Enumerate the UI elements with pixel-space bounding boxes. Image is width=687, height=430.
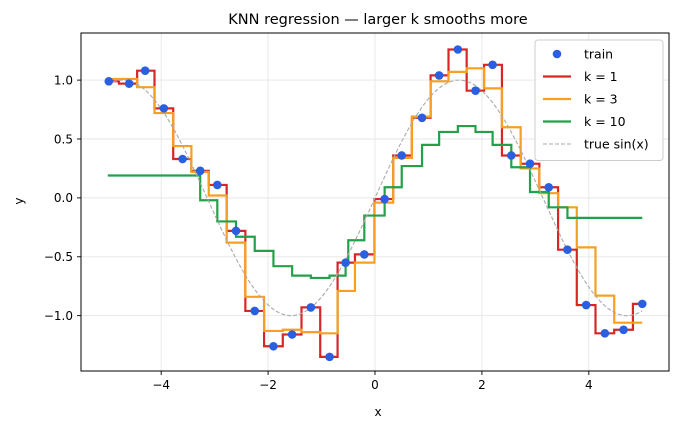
- train-point: [397, 151, 407, 160]
- train-point: [525, 159, 535, 169]
- train-point: [269, 341, 278, 351]
- x-axis: −4 −2 0 2 4: [152, 371, 593, 392]
- train-point: [544, 182, 554, 192]
- legend-label: k = 1: [584, 69, 618, 84]
- train-point: [325, 352, 334, 362]
- y-axis-title: y: [12, 197, 26, 204]
- train-point: [287, 330, 297, 339]
- train-point: [507, 151, 516, 160]
- x-tick-label: 2: [478, 378, 486, 392]
- train-point: [195, 166, 205, 176]
- x-tick-label: −2: [259, 378, 277, 392]
- legend-label: train: [584, 47, 613, 62]
- series-line-1: [107, 67, 643, 335]
- x-tick-label: 4: [585, 378, 593, 392]
- train-point: [453, 45, 463, 54]
- train-points: [104, 45, 647, 362]
- train-point: [563, 245, 572, 254]
- legend-box: [534, 39, 664, 161]
- train-point: [341, 258, 350, 267]
- train-point: [360, 250, 369, 259]
- train-point: [213, 180, 222, 190]
- legend: train k = 1 k = 3 k = 10 true sin(x): [534, 39, 664, 161]
- train-point: [417, 113, 427, 123]
- legend-label: true sin(x): [584, 137, 649, 152]
- plot-area: [80, 32, 670, 372]
- series-layer: [107, 48, 643, 358]
- legend-label: k = 10: [584, 114, 626, 129]
- y-tick-label: 1.0: [54, 73, 73, 87]
- train-point: [488, 60, 497, 70]
- train-point: [306, 303, 316, 312]
- y-tick-label: −1.0: [44, 309, 73, 323]
- train-point: [471, 86, 480, 96]
- train-point: [581, 300, 591, 310]
- x-tick-label: −4: [152, 378, 170, 392]
- train-point: [124, 79, 134, 88]
- legend-label: k = 3: [584, 92, 618, 107]
- y-tick-label: −0.5: [44, 250, 73, 264]
- train-point: [231, 226, 241, 236]
- train-point: [637, 299, 647, 309]
- train-point: [178, 154, 187, 164]
- train-point: [434, 71, 444, 80]
- train-point: [104, 76, 114, 86]
- x-tick-label: 0: [371, 378, 379, 392]
- train-point: [250, 306, 260, 316]
- train-point: [600, 329, 610, 338]
- train-point: [159, 104, 169, 113]
- chart-title: KNN regression — larger k smooths more: [228, 12, 527, 28]
- legend-marker: [552, 49, 562, 59]
- y-tick-label: 0.5: [54, 132, 73, 146]
- y-axis: −1.0 −0.5 0.0 0.5 1.0: [44, 73, 81, 323]
- x-axis-title: x: [374, 405, 381, 419]
- train-point: [140, 66, 150, 75]
- train-point: [619, 325, 628, 335]
- series-line-3: [107, 79, 643, 317]
- y-tick-label: 0.0: [54, 191, 73, 205]
- train-point: [380, 194, 389, 204]
